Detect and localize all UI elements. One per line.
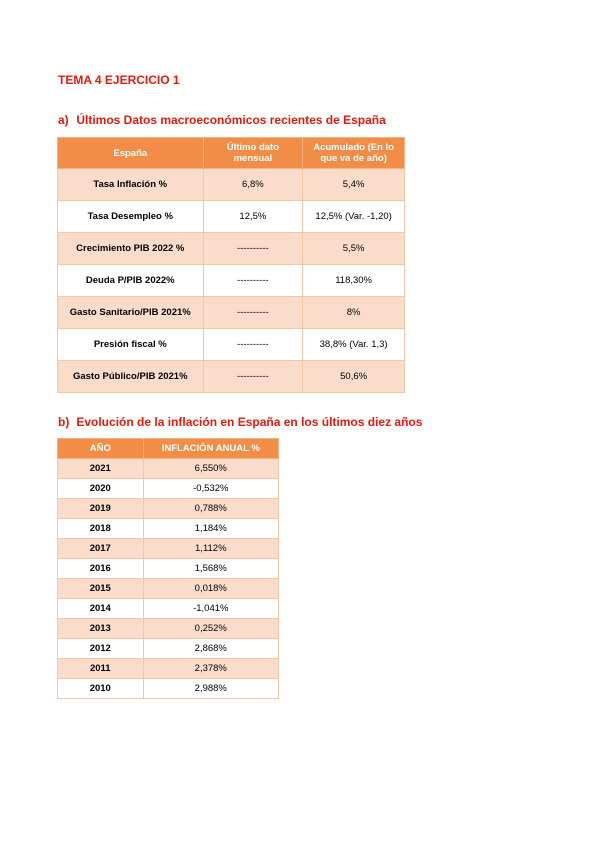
year-cell: 2014 (57, 598, 144, 619)
table-cell: 6,8% (202, 168, 304, 201)
inflation-cell: 6,550% (142, 458, 280, 479)
table-cell: 5,5% (302, 232, 405, 265)
table-cell: ---------- (202, 232, 304, 265)
year-cell: 2015 (57, 578, 144, 599)
table-row: 2011 2,378% (57, 658, 280, 679)
row-label: Gasto Sanitario/PIB 2021% (57, 296, 204, 329)
table-cell: 12,5% (Var. -1,20) (302, 200, 405, 233)
table-cell: 12,5% (202, 200, 304, 233)
inflation-cell: -0,532% (142, 478, 280, 499)
year-cell: 2021 (57, 458, 144, 479)
table-row: 2018 1,184% (57, 518, 280, 539)
row-label: Tasa Inflación % (57, 168, 204, 201)
inflation-cell: 2,988% (142, 678, 280, 699)
section-b-title: Evolución de la inflación en España en l… (76, 415, 423, 429)
table-row: 2019 0,788% (57, 498, 280, 519)
inflation-cell: 0,788% (142, 498, 280, 519)
section-a-title: Últimos Datos macroeconómicos recientes … (76, 113, 386, 127)
table-cell: 118,30% (302, 264, 405, 297)
row-label: Presión fiscal % (57, 328, 204, 361)
table-cell: 5,4% (302, 168, 405, 201)
column-header: Acumulado (En lo que va de año) (302, 137, 405, 169)
year-cell: 2011 (57, 658, 144, 679)
inflation-cell: 1,184% (142, 518, 280, 539)
row-label: Tasa Desempleo % (57, 200, 204, 233)
table-row: 2013 0,252% (57, 618, 280, 639)
table-row: Tasa Inflación % 6,8% 5,4% (57, 168, 405, 201)
table-cell: 38,8% (Var. 1,3) (302, 328, 405, 361)
inflation-table: AÑO INFLACIÓN ANUAL % 2021 6,550% 2020 -0,5… (57, 438, 280, 699)
table-cell: ---------- (202, 360, 304, 393)
year-cell: 2019 (57, 498, 144, 519)
inflation-cell: 0,018% (142, 578, 280, 599)
table-row: Gasto Sanitario/PIB 2021% ---------- 8% (57, 296, 405, 329)
inflation-cell: 0,252% (142, 618, 280, 639)
year-cell: 2016 (57, 558, 144, 579)
table-row: 2017 1,112% (57, 538, 280, 559)
table-row: Gasto Público/PIB 2021% ---------- 50,6% (57, 360, 405, 393)
table-row: 2010 2,988% (57, 678, 280, 699)
inflation-cell: 1,568% (142, 558, 280, 579)
year-cell: 2012 (57, 638, 144, 659)
year-cell: 2020 (57, 478, 144, 499)
column-header: INFLACIÓN ANUAL % (142, 438, 280, 459)
table-row: 2012 2,868% (57, 638, 280, 659)
table-cell: 8% (302, 296, 405, 329)
table-row: Presión fiscal % ---------- 38,8% (Var. … (57, 328, 405, 361)
inflation-cell: 2,868% (142, 638, 280, 659)
table-cell: ---------- (202, 264, 304, 297)
section-a-heading: a) Últimos Datos macroeconómicos recient… (58, 113, 386, 127)
table-row: Deuda P/PIB 2022% ---------- 118,30% (57, 264, 405, 297)
table-row: 2014 -1,041% (57, 598, 280, 619)
document-title: TEMA 4 EJERCICIO 1 (58, 73, 180, 87)
row-label: Gasto Público/PIB 2021% (57, 360, 204, 393)
year-cell: 2013 (57, 618, 144, 639)
table-cell: ---------- (202, 296, 304, 329)
section-b-letter: b) (58, 415, 70, 429)
inflation-cell: -1,041% (142, 598, 280, 619)
row-label: Deuda P/PIB 2022% (57, 264, 204, 297)
column-header: AÑO (57, 438, 144, 459)
table-row: Tasa Desempleo % 12,5% 12,5% (Var. -1,20… (57, 200, 405, 233)
row-label: Crecimiento PIB 2022 % (57, 232, 204, 265)
table-row: 2015 0,018% (57, 578, 280, 599)
column-header: España (57, 137, 204, 169)
year-cell: 2018 (57, 518, 144, 539)
macro-data-table: España Último dato mensual Acumulado (En… (57, 137, 405, 393)
table-row: Crecimiento PIB 2022 % ---------- 5,5% (57, 232, 405, 265)
table-row: 2020 -0,532% (57, 478, 280, 499)
year-cell: 2017 (57, 538, 144, 559)
inflation-cell: 1,112% (142, 538, 280, 559)
inflation-cell: 2,378% (142, 658, 280, 679)
table-header-row: España Último dato mensual Acumulado (En… (57, 137, 405, 169)
table-cell: ---------- (202, 328, 304, 361)
table-cell: 50,6% (302, 360, 405, 393)
column-header: Último dato mensual (202, 137, 304, 169)
section-a-letter: a) (58, 113, 69, 127)
table-row: 2021 6,550% (57, 458, 280, 479)
table-header-row: AÑO INFLACIÓN ANUAL % (57, 438, 280, 459)
section-b-heading: b) Evolución de la inflación en España e… (58, 415, 422, 429)
table-row: 2016 1,568% (57, 558, 280, 579)
year-cell: 2010 (57, 678, 144, 699)
